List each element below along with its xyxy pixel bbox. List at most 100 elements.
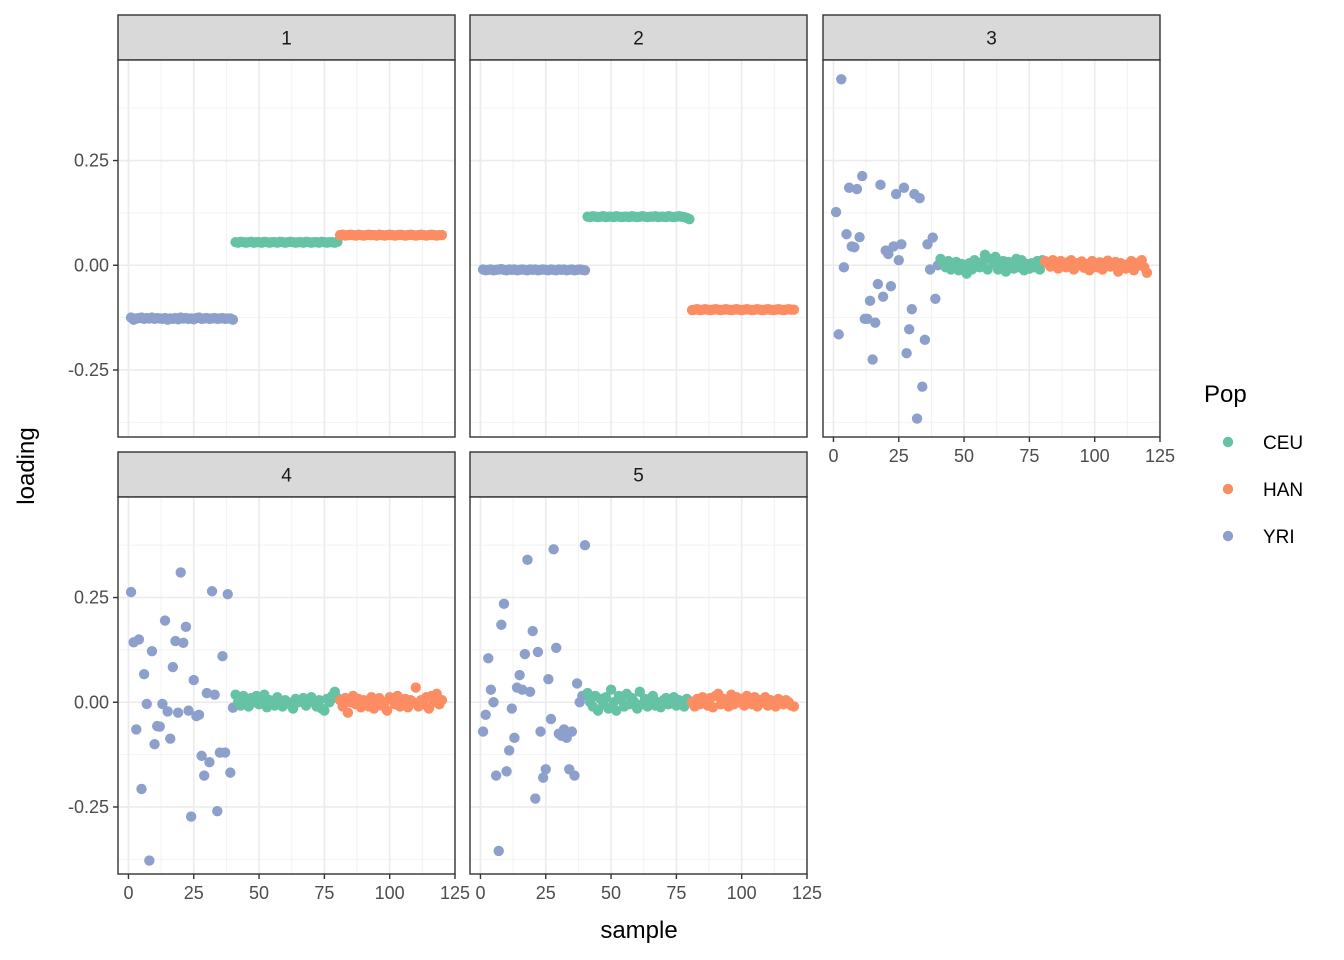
point-yri xyxy=(543,674,554,685)
point-han xyxy=(788,304,800,315)
y-tick-label: -0.25 xyxy=(68,360,109,380)
point-yri xyxy=(579,539,591,551)
point-yri xyxy=(480,709,491,721)
point-yri xyxy=(838,262,850,273)
x-tick-label: 25 xyxy=(889,446,909,466)
point-yri xyxy=(540,764,551,775)
point-yri xyxy=(193,709,205,721)
point-yri xyxy=(867,354,878,365)
point-yri xyxy=(204,756,215,768)
point-yri xyxy=(898,182,910,193)
point-ceu xyxy=(600,692,612,703)
point-yri xyxy=(535,726,546,737)
point-yri xyxy=(175,567,186,578)
facet-panel-5: 5 xyxy=(469,451,808,875)
point-yri xyxy=(188,674,199,686)
y-tick-label: 0.00 xyxy=(74,255,109,275)
legend-label: HAN xyxy=(1263,480,1303,501)
point-yri xyxy=(841,229,852,240)
x-tick-label: 125 xyxy=(1145,446,1175,466)
panel-background xyxy=(118,60,455,437)
point-yri xyxy=(524,686,536,697)
point-yri xyxy=(149,738,160,750)
point-yri xyxy=(522,554,533,566)
point-yri xyxy=(227,314,239,325)
legend: Pop CEU HAN YRI xyxy=(1204,381,1303,548)
point-yri xyxy=(890,188,902,200)
point-yri xyxy=(919,334,931,346)
points xyxy=(477,539,800,857)
gridlines xyxy=(470,497,807,874)
point-han xyxy=(436,229,448,241)
legend-label: YRI xyxy=(1263,527,1295,548)
point-ceu xyxy=(990,251,1001,263)
y-tick-label: 0.25 xyxy=(74,151,109,171)
point-han xyxy=(436,694,448,706)
x-axis-title: sample xyxy=(600,917,677,944)
point-ceu xyxy=(1034,264,1046,275)
point-yri xyxy=(498,598,510,610)
point-yri xyxy=(136,783,147,795)
facet-panel-1: 1 xyxy=(117,14,456,438)
panel-background xyxy=(470,60,807,437)
point-yri xyxy=(851,183,863,195)
y-axis-title: loading xyxy=(13,427,40,504)
gridlines xyxy=(823,60,1160,437)
legend-items: CEU HAN YRI xyxy=(1222,433,1303,548)
point-ceu xyxy=(611,705,622,716)
panel-border xyxy=(117,59,456,438)
point-yri xyxy=(183,705,194,716)
legend-label: CEU xyxy=(1263,433,1303,454)
point-yri xyxy=(517,684,528,695)
points xyxy=(125,567,448,866)
point-yri xyxy=(483,653,494,664)
x-tick-label: 100 xyxy=(1080,446,1110,466)
x-tick-label: 0 xyxy=(475,883,485,903)
x-tick-label: 100 xyxy=(375,883,405,903)
point-yri xyxy=(872,278,884,290)
point-han xyxy=(368,703,380,714)
point-yri xyxy=(548,544,559,555)
point-yri xyxy=(571,678,583,689)
point-yri xyxy=(906,304,918,315)
point-han xyxy=(381,705,393,716)
point-han xyxy=(1141,267,1153,278)
point-yri xyxy=(159,615,171,626)
facet-strip xyxy=(469,451,808,498)
point-yri xyxy=(930,293,941,304)
panel-border xyxy=(117,496,456,875)
facet-strip-label: 4 xyxy=(281,466,292,487)
point-yri xyxy=(485,684,497,695)
point-yri xyxy=(222,588,233,600)
point-han xyxy=(788,701,800,712)
y-tick-label: 0.00 xyxy=(74,692,109,712)
panel-border xyxy=(469,59,808,438)
point-yri xyxy=(167,661,179,673)
point-yri xyxy=(138,668,150,680)
facet-strip-label: 5 xyxy=(633,466,644,487)
point-yri xyxy=(558,724,570,735)
point-yri xyxy=(911,413,923,424)
point-yri xyxy=(904,324,915,335)
x-tick-label: 0 xyxy=(828,446,838,466)
panel-border xyxy=(469,496,808,875)
point-yri xyxy=(201,687,213,699)
point-yri xyxy=(490,770,502,781)
x-tick-label: 75 xyxy=(1019,446,1039,466)
point-ceu xyxy=(605,684,617,695)
point-yri xyxy=(537,772,549,783)
facet-panel-2: 2 xyxy=(469,14,808,438)
axes-layer: 0.250.00-0.250 25 50 75 100 1250.250.00-0.250… xyxy=(68,151,1175,903)
point-yri xyxy=(206,586,218,597)
point-yri xyxy=(514,669,525,681)
point-yri xyxy=(862,313,873,325)
point-yri xyxy=(924,264,936,275)
x-tick-label: 25 xyxy=(536,883,556,903)
point-yri xyxy=(209,689,220,700)
point-yri xyxy=(131,724,142,735)
legend-item-han: HAN xyxy=(1222,480,1303,501)
point-yri xyxy=(877,291,889,302)
point-yri xyxy=(488,697,499,708)
point-yri xyxy=(532,646,544,658)
